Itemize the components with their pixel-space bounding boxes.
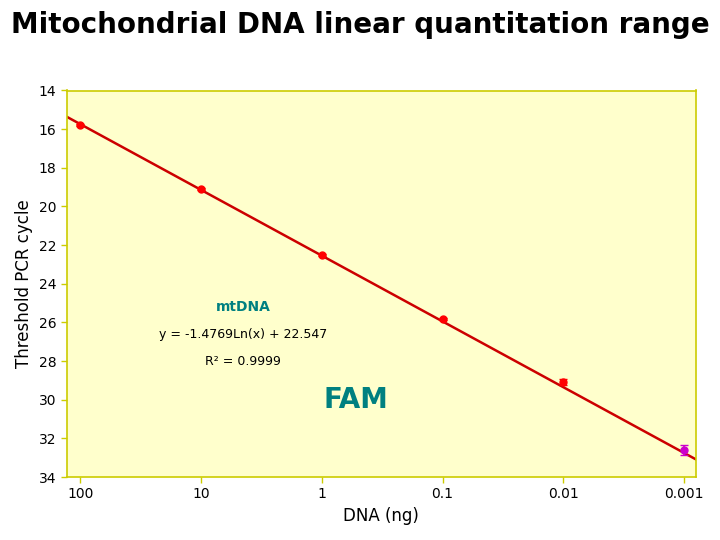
Y-axis label: Threshold PCR cycle: Threshold PCR cycle bbox=[15, 199, 33, 368]
Text: Mitochondrial DNA linear quantitation range: Mitochondrial DNA linear quantitation ra… bbox=[11, 11, 709, 39]
Text: mtDNA: mtDNA bbox=[215, 300, 270, 314]
Text: R² = 0.9999: R² = 0.9999 bbox=[205, 355, 281, 368]
Text: FAM: FAM bbox=[323, 386, 389, 414]
Text: y = -1.4769Ln(x) + 22.547: y = -1.4769Ln(x) + 22.547 bbox=[158, 328, 327, 341]
X-axis label: DNA (ng): DNA (ng) bbox=[343, 507, 419, 525]
